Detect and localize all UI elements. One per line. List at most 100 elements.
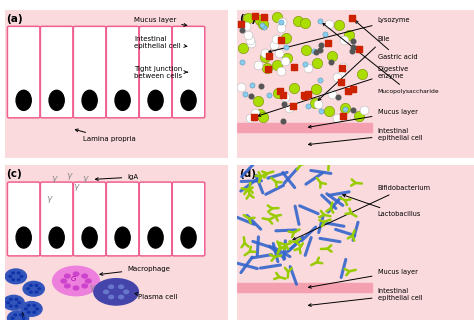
Point bbox=[301, 20, 309, 25]
Ellipse shape bbox=[8, 311, 29, 323]
Point bbox=[280, 101, 288, 107]
Point bbox=[239, 59, 246, 64]
Point bbox=[258, 23, 266, 28]
Point bbox=[272, 36, 279, 41]
Point bbox=[250, 115, 258, 120]
Point bbox=[337, 73, 345, 78]
Point bbox=[349, 86, 356, 91]
Text: γ: γ bbox=[90, 283, 94, 292]
Point bbox=[333, 75, 341, 80]
Point bbox=[345, 32, 353, 37]
Point bbox=[239, 45, 247, 50]
Ellipse shape bbox=[27, 305, 30, 307]
Ellipse shape bbox=[33, 311, 36, 313]
Text: Gastric acid: Gastric acid bbox=[355, 21, 417, 60]
Ellipse shape bbox=[9, 298, 12, 300]
Bar bbox=[237, 131, 373, 158]
Text: (c): (c) bbox=[6, 169, 22, 179]
Bar bbox=[237, 123, 373, 131]
Point bbox=[237, 85, 245, 90]
Point bbox=[273, 15, 281, 20]
Point bbox=[265, 93, 273, 98]
Point bbox=[283, 36, 290, 41]
Point bbox=[238, 28, 246, 33]
Ellipse shape bbox=[19, 314, 22, 316]
Point bbox=[259, 115, 267, 120]
Point bbox=[261, 50, 269, 56]
Point bbox=[333, 115, 341, 120]
Point bbox=[248, 40, 255, 46]
Ellipse shape bbox=[5, 269, 27, 284]
Point bbox=[325, 41, 332, 46]
Text: Mucus layer: Mucus layer bbox=[134, 17, 187, 26]
Ellipse shape bbox=[23, 281, 44, 296]
Ellipse shape bbox=[109, 295, 114, 299]
Ellipse shape bbox=[115, 227, 130, 248]
Text: Bile: Bile bbox=[318, 36, 390, 100]
FancyBboxPatch shape bbox=[40, 26, 73, 118]
Text: Intestinal
epithelial cell: Intestinal epithelial cell bbox=[134, 36, 187, 49]
Text: γ: γ bbox=[51, 173, 56, 182]
Ellipse shape bbox=[15, 298, 18, 300]
Ellipse shape bbox=[9, 276, 12, 277]
Point bbox=[328, 60, 335, 65]
Text: (a): (a) bbox=[6, 14, 22, 24]
Ellipse shape bbox=[118, 295, 124, 299]
Point bbox=[251, 110, 259, 116]
Text: Macrophage: Macrophage bbox=[100, 266, 170, 276]
FancyBboxPatch shape bbox=[172, 26, 205, 118]
Ellipse shape bbox=[35, 285, 38, 286]
Text: Mucus layer: Mucus layer bbox=[309, 269, 418, 288]
Point bbox=[341, 106, 349, 111]
Text: (d): (d) bbox=[239, 169, 255, 179]
Ellipse shape bbox=[3, 295, 24, 310]
Point bbox=[242, 24, 250, 29]
Point bbox=[262, 55, 269, 60]
Point bbox=[301, 93, 308, 98]
Ellipse shape bbox=[64, 274, 70, 278]
Point bbox=[301, 62, 308, 67]
Point bbox=[318, 109, 325, 114]
Ellipse shape bbox=[49, 90, 64, 110]
Ellipse shape bbox=[29, 285, 32, 286]
Ellipse shape bbox=[18, 272, 20, 274]
Text: IgA: IgA bbox=[95, 174, 138, 181]
Ellipse shape bbox=[35, 291, 38, 293]
Point bbox=[260, 21, 267, 26]
Ellipse shape bbox=[82, 227, 97, 248]
Point bbox=[246, 38, 254, 43]
Point bbox=[271, 42, 278, 47]
Ellipse shape bbox=[124, 290, 128, 294]
Point bbox=[283, 55, 291, 60]
Ellipse shape bbox=[73, 272, 79, 276]
Ellipse shape bbox=[12, 272, 14, 274]
Text: Digestive
enzyme: Digestive enzyme bbox=[258, 66, 409, 116]
Point bbox=[273, 63, 281, 68]
FancyBboxPatch shape bbox=[8, 26, 40, 118]
FancyBboxPatch shape bbox=[106, 26, 139, 118]
Point bbox=[279, 118, 287, 123]
Point bbox=[360, 107, 368, 112]
Point bbox=[313, 60, 321, 65]
Text: γ: γ bbox=[82, 173, 88, 182]
Point bbox=[337, 80, 345, 85]
Bar bbox=[237, 283, 373, 292]
Ellipse shape bbox=[73, 286, 79, 290]
Point bbox=[263, 66, 271, 71]
Ellipse shape bbox=[82, 90, 97, 110]
Point bbox=[349, 108, 357, 113]
Point bbox=[358, 71, 365, 77]
Point bbox=[257, 84, 264, 89]
Point bbox=[264, 66, 272, 71]
Text: γ: γ bbox=[67, 171, 72, 180]
Point bbox=[275, 51, 283, 56]
Bar bbox=[237, 292, 373, 320]
Ellipse shape bbox=[104, 290, 109, 294]
Ellipse shape bbox=[16, 227, 31, 248]
Text: γ: γ bbox=[73, 182, 79, 191]
Point bbox=[245, 32, 252, 37]
Text: Mucus layer: Mucus layer bbox=[309, 109, 418, 128]
Point bbox=[339, 64, 346, 69]
Point bbox=[335, 23, 343, 28]
Point bbox=[282, 94, 289, 99]
